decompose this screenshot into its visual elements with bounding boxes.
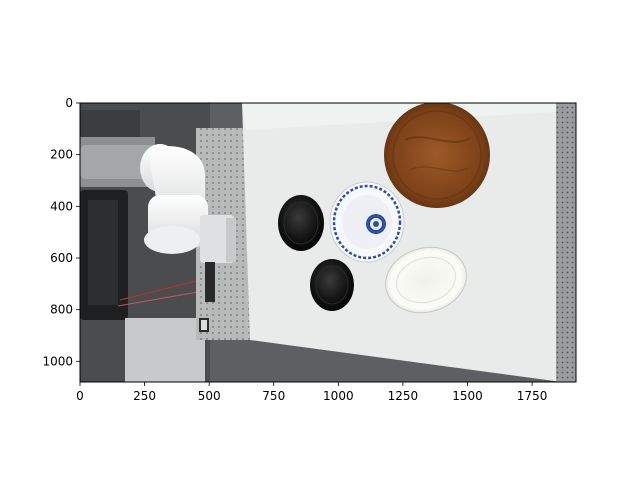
x-tick-label: 250 xyxy=(133,389,156,403)
y-tick-label: 800 xyxy=(50,303,73,317)
x-tick-label: 500 xyxy=(198,389,221,403)
y-tick-label: 0 xyxy=(65,96,73,110)
x-tick-label: 750 xyxy=(262,389,285,403)
y-tick-label: 600 xyxy=(50,251,73,265)
photo xyxy=(80,103,576,382)
x-tick-label: 1000 xyxy=(323,389,354,403)
x-tick-label: 1250 xyxy=(388,389,419,403)
y-axis: 0 200 400 600 800 1000 xyxy=(42,96,80,368)
porcelain-bowl xyxy=(329,181,405,263)
wooden-plate xyxy=(384,103,490,208)
x-axis: 0 250 500 750 1000 1250 1500 1750 xyxy=(76,382,547,403)
x-tick-label: 0 xyxy=(76,389,84,403)
dark-bowl-top xyxy=(278,195,324,251)
y-tick-label: 1000 xyxy=(42,354,73,368)
axes-frame xyxy=(79,102,577,383)
white-oval-dish xyxy=(385,246,467,314)
y-tick-label: 200 xyxy=(50,148,73,162)
robot-arm xyxy=(80,137,236,302)
x-tick-label: 1500 xyxy=(452,389,483,403)
x-tick-label: 1750 xyxy=(517,389,548,403)
dark-bowl-bottom xyxy=(310,259,354,311)
y-tick-label: 400 xyxy=(50,199,73,213)
